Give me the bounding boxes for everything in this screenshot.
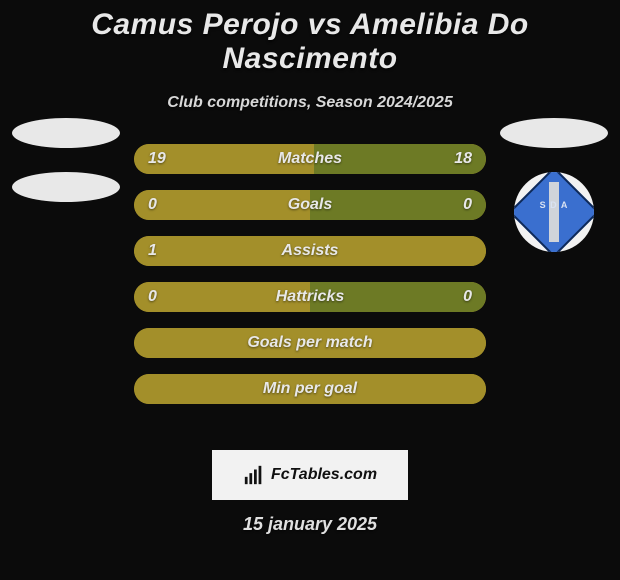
badge-letters: S D A xyxy=(514,200,594,210)
date-text: 15 january 2025 xyxy=(0,514,620,535)
stat-value-left: 19 xyxy=(148,144,166,174)
stat-value-right: 0 xyxy=(463,190,472,220)
stat-row: Matches19 18 xyxy=(134,144,486,174)
stat-label: Assists xyxy=(134,236,486,266)
stat-row: Goals0 0 xyxy=(134,190,486,220)
stat-value-left: 1 xyxy=(148,236,157,266)
stat-row: Assists1 xyxy=(134,236,486,266)
player-left-badge-area xyxy=(6,118,126,226)
chart-bars-icon xyxy=(243,464,265,486)
player-right-badge-area: S D A xyxy=(494,118,614,252)
placeholder-ellipse xyxy=(500,118,608,148)
placeholder-ellipse xyxy=(12,172,120,202)
stat-row: Min per goal xyxy=(134,374,486,404)
branding-text: FcTables.com xyxy=(271,466,377,484)
branding-box: FcTables.com xyxy=(212,450,408,500)
page-title: Camus Perojo vs Amelibia Do Nascimento xyxy=(0,0,620,76)
stats-column: Matches1918Goals00Assists1Hattricks00Goa… xyxy=(134,144,486,420)
stat-label: Hattricks xyxy=(134,282,486,312)
stat-row: Hattricks0 0 xyxy=(134,282,486,312)
subtitle: Club competitions, Season 2024/2025 xyxy=(0,94,620,112)
stat-value-left: 0 xyxy=(148,282,157,312)
stat-label: Min per goal xyxy=(134,374,486,404)
stat-label: Matches xyxy=(134,144,486,174)
stat-label: Goals xyxy=(134,190,486,220)
stat-row: Goals per match xyxy=(134,328,486,358)
stat-value-right: 0 xyxy=(463,282,472,312)
placeholder-ellipse xyxy=(12,118,120,148)
stat-value-right: 18 xyxy=(454,144,472,174)
stat-label: Goals per match xyxy=(134,328,486,358)
badge-stripe-shape xyxy=(549,182,559,242)
stat-value-left: 0 xyxy=(148,190,157,220)
club-badge-right: S D A xyxy=(514,172,594,252)
